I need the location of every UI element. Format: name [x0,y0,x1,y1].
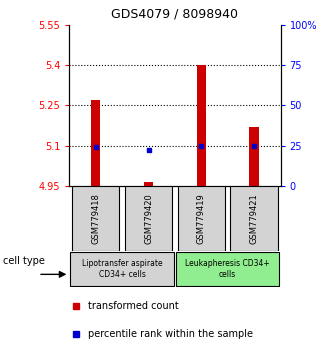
Bar [249,127,259,186]
Text: GSM779421: GSM779421 [249,193,259,244]
Text: percentile rank within the sample: percentile rank within the sample [88,329,253,339]
Text: GSM779420: GSM779420 [144,193,153,244]
Text: transformed count: transformed count [88,301,179,311]
Bar [125,186,172,251]
Text: cell type: cell type [3,256,45,266]
Text: Leukapheresis CD34+
cells: Leukapheresis CD34+ cells [185,259,270,279]
Text: Lipotransfer aspirate
CD34+ cells: Lipotransfer aspirate CD34+ cells [82,259,162,279]
Bar [91,100,100,186]
Bar [197,65,206,186]
Bar [230,186,278,251]
Bar [176,252,280,286]
Bar [178,186,225,251]
Title: GDS4079 / 8098940: GDS4079 / 8098940 [112,8,238,21]
Text: GSM779418: GSM779418 [91,193,100,244]
Text: GSM779419: GSM779419 [197,193,206,244]
Bar [144,182,153,186]
Bar [72,186,119,251]
Bar [70,252,174,286]
